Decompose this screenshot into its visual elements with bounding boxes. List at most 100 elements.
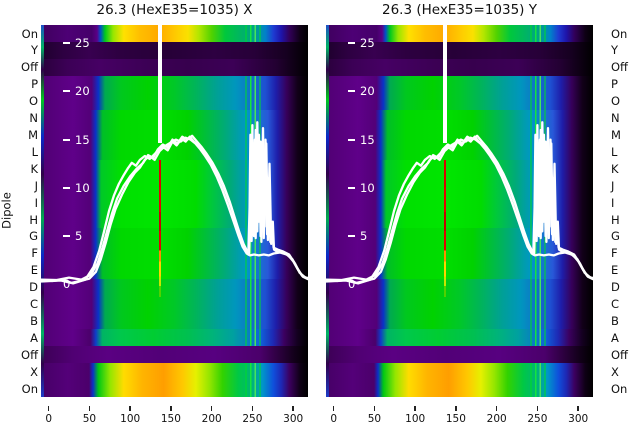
x-tick-mark xyxy=(495,406,498,411)
profile-3 xyxy=(326,136,593,285)
edge-sliver xyxy=(326,25,329,397)
row-label-off: Off xyxy=(21,347,38,362)
y-tick-value: 0 xyxy=(63,277,71,292)
row-label-m: M xyxy=(611,127,621,142)
profile-curves xyxy=(41,121,308,285)
x-tick-label: 200 xyxy=(486,413,507,425)
row-label-h: H xyxy=(611,212,620,227)
marker-line-colored xyxy=(444,160,447,297)
row-label-c: C xyxy=(29,297,38,311)
row-label-j: J xyxy=(34,178,38,193)
x-tick-mark xyxy=(88,406,91,411)
row-label-d: D xyxy=(611,280,620,295)
profile-curves xyxy=(326,121,593,285)
row-label-i: I xyxy=(34,195,38,210)
row-label-on: On xyxy=(21,26,38,41)
profile-2 xyxy=(41,128,308,282)
row-label-c: C xyxy=(611,297,620,311)
x-tick-label: 0 xyxy=(45,413,53,425)
row-label-g: G xyxy=(611,229,620,244)
x-tick-mark xyxy=(536,406,539,411)
y-tick-label-inside: 5 xyxy=(63,228,82,244)
y-tick-value: 15 xyxy=(360,132,375,147)
x-tick-label: 200 xyxy=(201,413,222,425)
x-tick-mark xyxy=(577,406,579,411)
x-tick-label: 150 xyxy=(160,413,181,425)
heatmap-row-off xyxy=(326,58,593,76)
y-tick-value: 10 xyxy=(360,180,375,195)
row-label-j: J xyxy=(611,178,615,193)
x-tick-label: 150 xyxy=(445,413,466,425)
row-label-l: L xyxy=(31,144,38,159)
row-label-n: N xyxy=(611,111,620,125)
y-tick-label-inside: 0 xyxy=(348,276,355,292)
row-label-e: E xyxy=(30,263,38,278)
x-tick-mark xyxy=(414,406,416,411)
y-tick-dash xyxy=(348,138,355,141)
profile-2 xyxy=(326,128,593,282)
y-tick-dash xyxy=(63,138,70,141)
y-tick-dash xyxy=(348,42,355,45)
y-tick-label-inside: 15 xyxy=(348,132,375,148)
x-tick-label: 50 xyxy=(367,413,382,425)
y-tick-label-inside: 15 xyxy=(63,132,90,148)
heatmap-row-off xyxy=(41,58,308,76)
x-tick-mark xyxy=(210,406,213,411)
y-tick-label-inside: 10 xyxy=(348,180,375,196)
row-label-d: D xyxy=(29,280,38,295)
x-tick-mark xyxy=(170,406,172,411)
x-tick-label: 100 xyxy=(405,413,426,425)
row-label-f: F xyxy=(31,246,38,261)
x-tick-label: 250 xyxy=(527,413,548,425)
row-label-on: On xyxy=(21,381,38,396)
row-label-o: O xyxy=(28,94,38,109)
y-tick-value: 20 xyxy=(75,84,90,99)
profile-3 xyxy=(41,136,308,285)
row-label-o: O xyxy=(611,94,621,109)
panel-y: 26.3 (HexE35=1035) Y 25 20 15 10 5 0 0 50 100 15… xyxy=(326,2,593,425)
y-tick-dash xyxy=(348,186,355,189)
y-tick-value: 20 xyxy=(360,84,375,99)
x-tick-mark xyxy=(455,406,457,411)
row-label-x: X xyxy=(611,364,619,379)
panel-x: 26.3 (HexE35=1035) X 25 20 15 10 5 0 0 50 100 15… xyxy=(41,2,308,425)
y-tick-label-inside: 0 xyxy=(63,276,70,292)
x-tick-label: 300 xyxy=(283,413,304,425)
heatmap-row-y xyxy=(41,41,308,59)
panel-x-title: 26.3 (HexE35=1035) X xyxy=(96,2,253,18)
heatmap-row-y xyxy=(326,41,593,59)
row-label-k: K xyxy=(611,161,619,176)
row-label-on: On xyxy=(611,381,628,396)
row-label-i: I xyxy=(611,195,615,210)
row-label-a: A xyxy=(30,330,38,345)
x-tick-mark xyxy=(47,406,50,411)
y-tick-dash xyxy=(348,235,355,238)
row-label-x: X xyxy=(30,364,38,379)
x-tick-label: 100 xyxy=(120,413,141,425)
y-tick-label-inside: 10 xyxy=(63,180,90,196)
x-tick-mark xyxy=(251,406,254,411)
edge-sliver xyxy=(41,25,44,397)
y-tick-dash xyxy=(63,235,70,238)
y-tick-label-inside: 5 xyxy=(348,228,367,244)
x-tick-label: 300 xyxy=(568,413,589,425)
x-tick-mark xyxy=(373,406,376,411)
y-tick-value: 15 xyxy=(75,132,90,147)
heatmap-row-off xyxy=(41,346,308,364)
row-label-off: Off xyxy=(611,347,628,362)
y-tick-label-inside: 25 xyxy=(63,35,90,51)
marker-line-white xyxy=(158,25,163,143)
row-label-f: F xyxy=(611,246,618,261)
x-tick-label: 250 xyxy=(242,413,263,425)
x-tick-label: 50 xyxy=(82,413,97,425)
y-tick-dash xyxy=(63,42,70,45)
panel-y-title: 26.3 (HexE35=1035) Y xyxy=(381,2,537,18)
row-label-l: L xyxy=(611,144,618,159)
row-label-k: K xyxy=(30,161,38,176)
row-label-b: B xyxy=(30,313,38,328)
y-tick-label-inside: 20 xyxy=(63,83,90,99)
y-tick-dash xyxy=(63,186,70,189)
row-label-p: P xyxy=(611,77,618,92)
row-label-on: On xyxy=(611,26,628,41)
